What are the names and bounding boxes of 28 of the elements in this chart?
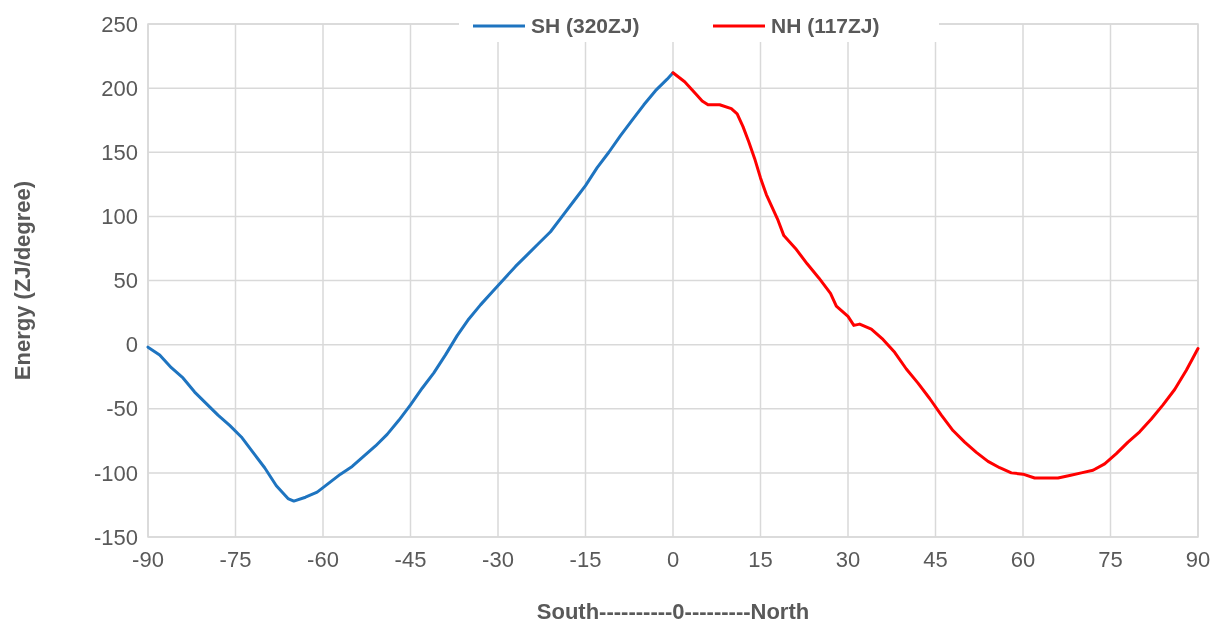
y-axis-title: Energy (ZJ/degree) (10, 180, 35, 381)
x-tick-label: -75 (219, 547, 252, 572)
x-axis-title: South----------0---------North (536, 599, 810, 624)
x-tick-label: -45 (394, 547, 427, 572)
x-tick-label: 0 (666, 547, 680, 572)
legend-label: SH (320ZJ) (531, 14, 640, 38)
line-series (671, 71, 1200, 480)
x-tick-label: -15 (569, 547, 602, 572)
y-tick-label: 50 (113, 268, 138, 294)
x-tick-label: 15 (748, 547, 773, 572)
y-tick-label: -100 (93, 460, 138, 486)
x-tick-label: -90 (132, 547, 164, 572)
y-tick-label: 100 (101, 204, 138, 230)
y-tick-label: -150 (93, 524, 138, 550)
x-tick-label: 90 (1185, 547, 1211, 572)
x-tick-label: 75 (1098, 547, 1123, 572)
x-tick-label: -30 (482, 547, 514, 572)
y-tick-label: 150 (101, 139, 138, 165)
y-tick-label: 250 (101, 11, 138, 37)
x-tick-label: -60 (307, 547, 339, 572)
y-tick-label: 200 (101, 75, 138, 101)
x-tick-label: 60 (1010, 547, 1036, 572)
line-series (146, 71, 675, 503)
y-tick-label: -50 (106, 396, 138, 422)
x-tick-label: 30 (835, 547, 861, 572)
legend-label: NH (117ZJ) (771, 14, 880, 38)
x-tick-label: 45 (923, 547, 948, 572)
y-tick-label: 0 (125, 332, 138, 358)
